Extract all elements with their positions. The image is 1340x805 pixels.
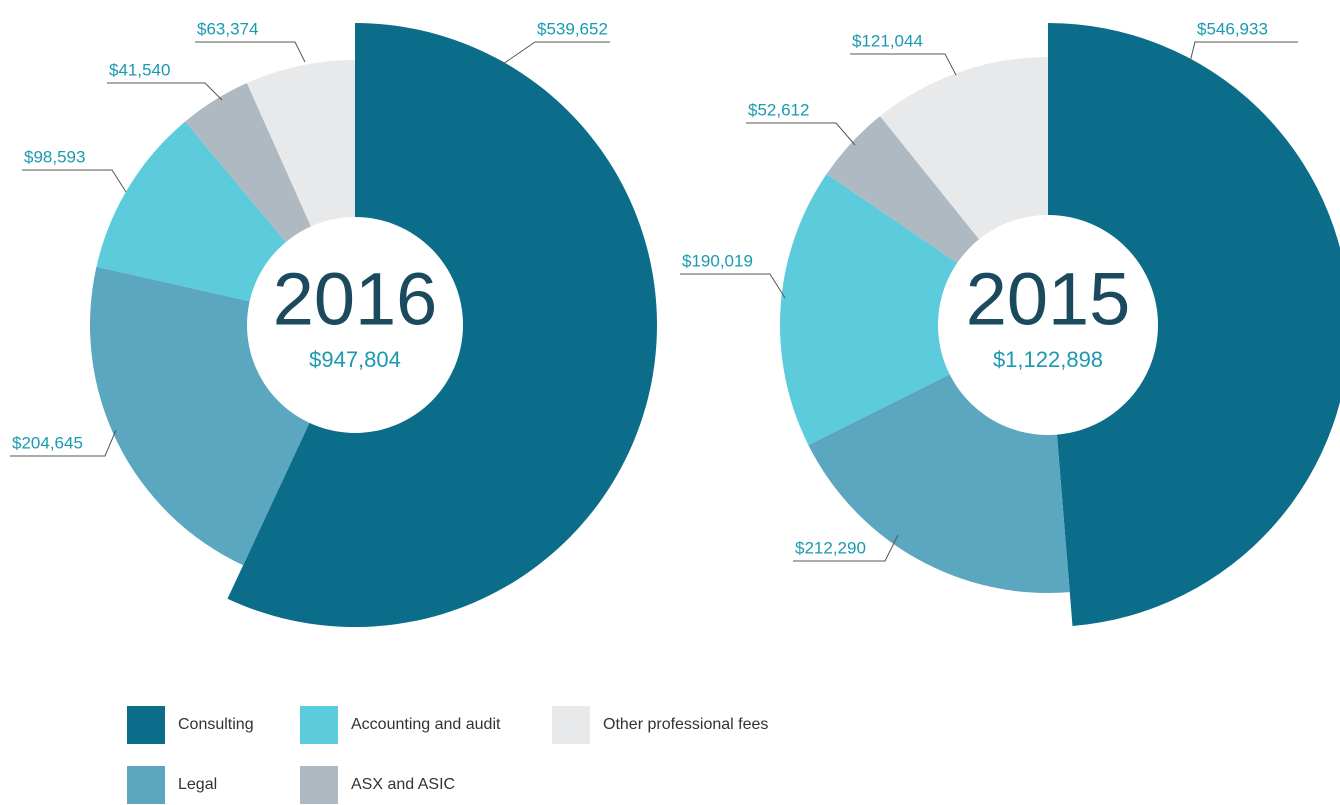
leader-line: [195, 41, 306, 63]
legend-label: Consulting: [178, 716, 254, 733]
leader-line: [850, 53, 957, 76]
legend-swatch: [127, 766, 165, 804]
leader-line: [1189, 41, 1298, 63]
value-label: $63,374: [197, 19, 258, 38]
value-label: $539,652: [537, 19, 608, 38]
value-label: $546,933: [1197, 19, 1268, 38]
leader-line: [502, 41, 610, 65]
value-label: $190,019: [682, 251, 753, 270]
legend-label: Accounting and audit: [351, 716, 501, 733]
donut-hole: [938, 215, 1158, 435]
center-total: $1,122,898: [993, 347, 1103, 372]
leader-line: [680, 273, 786, 299]
leader-line: [107, 82, 223, 101]
leader-line: [746, 122, 856, 146]
center-total: $947,804: [309, 347, 401, 372]
legend-label: Other professional fees: [603, 716, 768, 733]
center-year: 2016: [273, 258, 438, 341]
legend-label: ASX and ASIC: [351, 776, 455, 793]
value-label: $204,645: [12, 433, 83, 452]
pie-slice: [1048, 23, 1340, 627]
value-label: $121,044: [852, 31, 923, 50]
value-label: $52,612: [748, 100, 809, 119]
leader-line: [22, 169, 127, 193]
donut-hole: [247, 217, 463, 433]
leader-line: [793, 534, 899, 562]
legend-swatch: [300, 706, 338, 744]
value-label: $98,593: [24, 147, 85, 166]
leader-line: [10, 429, 117, 457]
center-year: 2015: [966, 258, 1131, 341]
legend-swatch: [127, 706, 165, 744]
value-label: $41,540: [109, 60, 170, 79]
legend-swatch: [300, 766, 338, 804]
value-label: $212,290: [795, 538, 866, 557]
legend-swatch: [552, 706, 590, 744]
legend-label: Legal: [178, 776, 217, 793]
pie-slice: [780, 173, 1048, 445]
